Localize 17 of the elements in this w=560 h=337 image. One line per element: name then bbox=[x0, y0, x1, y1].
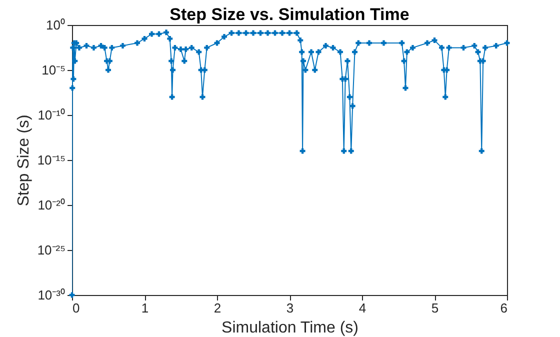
x-tick-label: 4 bbox=[358, 300, 366, 316]
y-tick-label: 10⁻⁵ bbox=[42, 62, 66, 78]
x-tick-label: 6 bbox=[500, 300, 508, 316]
x-tick-label: 0 bbox=[72, 300, 80, 316]
x-tick-label: 2 bbox=[214, 300, 222, 316]
x-tick-label: 1 bbox=[141, 300, 149, 316]
y-tick-label: 10⁻²⁵ bbox=[37, 242, 66, 258]
y-tick-label: 10⁻²⁰ bbox=[38, 198, 66, 212]
y-axis-title: Step Size (s) bbox=[15, 114, 32, 206]
x-axis-title: Simulation Time (s) bbox=[222, 320, 358, 336]
y-tick-label: 10⁻¹⁰ bbox=[38, 108, 66, 122]
y-tick-label: 10⁻³⁰ bbox=[38, 288, 66, 302]
x-tick-label: 5 bbox=[431, 300, 439, 316]
x-tick-label: 3 bbox=[286, 300, 294, 316]
chart-title: Step Size vs. Simulation Time bbox=[170, 5, 410, 24]
y-tick-label: 10⁰ bbox=[46, 18, 66, 32]
y-tick-label: 10⁻¹⁵ bbox=[37, 152, 66, 168]
